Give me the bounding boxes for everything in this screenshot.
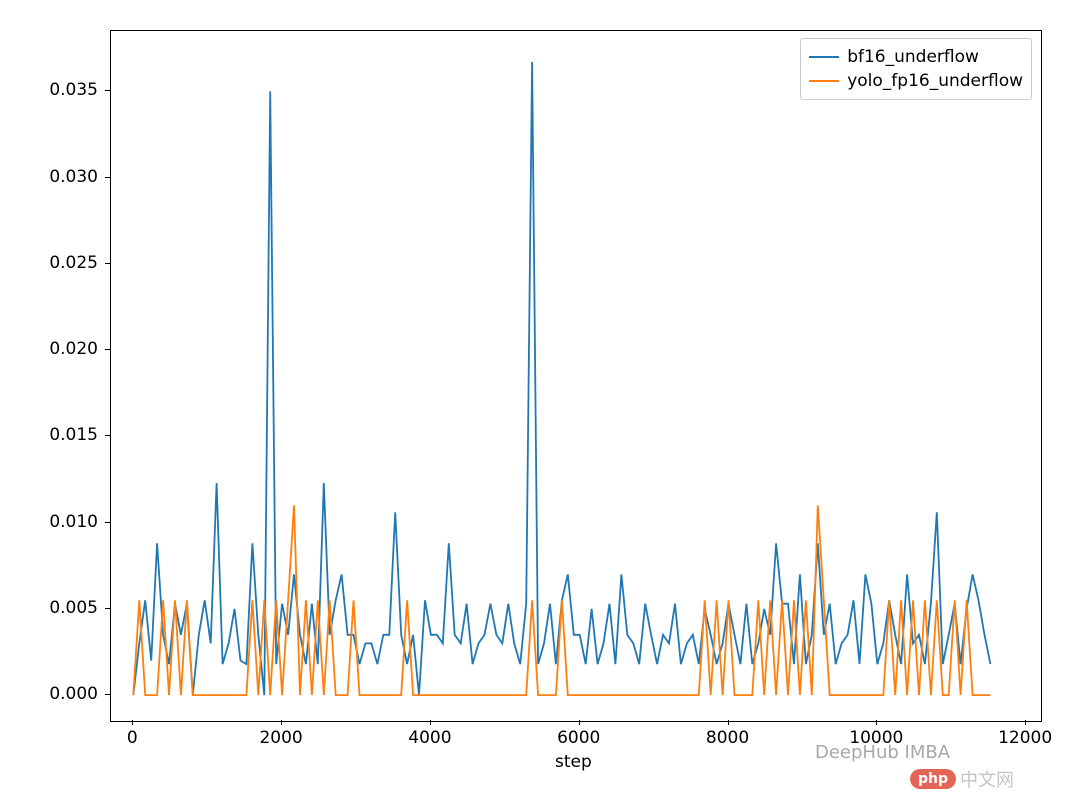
y-tick-mark (105, 90, 110, 91)
y-tick-label: 0.020 (0, 339, 98, 359)
plot-area (110, 30, 1042, 722)
x-tick-label: 6000 (557, 728, 600, 748)
y-tick-mark (105, 608, 110, 609)
php-badge: php (910, 769, 956, 789)
x-tick-label: 8000 (706, 728, 749, 748)
legend-item: bf16_underflow (809, 45, 1023, 69)
legend-item: yolo_fp16_underflow (809, 69, 1023, 93)
y-tick-label: 0.005 (0, 598, 98, 618)
y-tick-mark (105, 177, 110, 178)
x-tick-mark (132, 720, 133, 725)
x-tick-mark (430, 720, 431, 725)
legend-label: yolo_fp16_underflow (847, 71, 1023, 91)
y-tick-label: 0.010 (0, 512, 98, 532)
x-tick-label: 12000 (998, 728, 1052, 748)
x-tick-label: 0 (127, 728, 138, 748)
y-tick-label: 0.015 (0, 425, 98, 445)
x-tick-label: 2000 (259, 728, 302, 748)
legend-label: bf16_underflow (847, 47, 979, 67)
watermark-deephub: DeepHub IMBA (815, 742, 950, 763)
x-tick-label: 4000 (408, 728, 451, 748)
y-tick-label: 0.030 (0, 167, 98, 187)
y-tick-mark (105, 522, 110, 523)
x-tick-mark (728, 720, 729, 725)
series-bf16_underflow (133, 62, 990, 695)
y-tick-mark (105, 694, 110, 695)
legend: bf16_underflow yolo_fp16_underflow (800, 38, 1032, 100)
x-tick-mark (1025, 720, 1026, 725)
chart-container: 0.000 0.005 0.010 0.015 0.020 0.025 0.030 0.035… (0, 0, 1080, 811)
watermark-cn-text: 中文网 (960, 766, 1014, 792)
legend-swatch (809, 80, 839, 82)
x-axis-label: step (555, 752, 592, 772)
y-tick-mark (105, 349, 110, 350)
y-tick-label: 0.000 (0, 684, 98, 704)
x-tick-mark (281, 720, 282, 725)
legend-swatch (809, 56, 839, 58)
watermark-text: DeepHub IMBA (815, 742, 950, 763)
x-tick-mark (876, 720, 877, 725)
chart-lines (111, 31, 1041, 721)
y-tick-mark (105, 263, 110, 264)
watermark-php: php 中文网 (910, 766, 1014, 792)
x-tick-mark (579, 720, 580, 725)
y-tick-mark (105, 435, 110, 436)
y-tick-label: 0.025 (0, 253, 98, 273)
y-tick-label: 0.035 (0, 80, 98, 100)
